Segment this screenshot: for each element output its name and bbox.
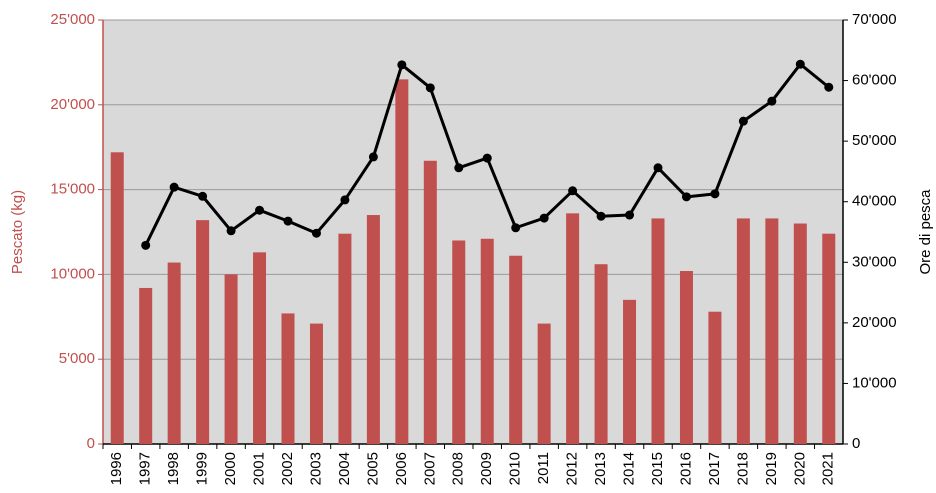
- x-tick-label: 2004: [336, 452, 353, 485]
- y2-tick-label: 0: [852, 435, 860, 452]
- x-tick-label: 2010: [507, 452, 524, 485]
- y2-tick-label: 30'000: [852, 253, 897, 270]
- point: [767, 96, 777, 106]
- bar: [196, 220, 210, 444]
- bar: [480, 238, 494, 444]
- x-tick-label: 2011: [535, 452, 552, 484]
- bar: [395, 79, 409, 445]
- x-tick-label: 1998: [165, 452, 182, 485]
- point: [795, 59, 805, 69]
- x-tick-label: 1997: [137, 452, 154, 485]
- point: [482, 153, 492, 163]
- bar: [452, 240, 466, 444]
- point: [539, 213, 549, 223]
- x-tick-label: 2018: [734, 452, 751, 485]
- bar: [765, 218, 779, 444]
- bar: [679, 271, 693, 444]
- bar: [423, 160, 437, 444]
- x-tick-label: 2008: [450, 452, 467, 485]
- point: [141, 240, 151, 250]
- x-tick-label: 2005: [364, 452, 381, 485]
- x-tick-label: 2014: [621, 452, 638, 485]
- plot-area: [103, 20, 843, 444]
- x-tick-label: 2001: [251, 452, 268, 485]
- bar: [537, 323, 551, 444]
- y2-tick-label: 50'000: [852, 132, 897, 149]
- x-tick-label: 2007: [421, 452, 438, 485]
- bar: [338, 233, 352, 444]
- bar: [566, 213, 580, 444]
- bar: [110, 152, 124, 444]
- x-tick-label: 2000: [222, 452, 239, 485]
- x-tick-label: 1999: [194, 452, 211, 485]
- point: [368, 152, 378, 162]
- bar: [822, 233, 836, 444]
- y-tick-label: 15'000: [50, 181, 95, 198]
- y2-tick-label: 40'000: [852, 193, 897, 210]
- x-tick-label: 2003: [307, 452, 324, 485]
- x-tick-label: 2002: [279, 452, 296, 485]
- x-tick-label: 2016: [677, 452, 694, 485]
- y-tick-label: 5'000: [59, 350, 95, 367]
- y-tick-label: 20'000: [50, 96, 95, 113]
- x-tick-label: 1996: [108, 452, 125, 485]
- point: [255, 205, 265, 215]
- x-tick-label: 2013: [592, 452, 609, 485]
- y-tick-label: 10'000: [50, 265, 95, 282]
- x-tick-label: 2006: [393, 452, 410, 485]
- x-tick-label: 2009: [478, 452, 495, 485]
- point: [596, 211, 606, 221]
- y2-tick-label: 60'000: [852, 72, 897, 89]
- x-tick-label: 2019: [763, 452, 780, 485]
- x-tick-label: 2021: [820, 452, 837, 485]
- point: [511, 223, 521, 233]
- point: [397, 60, 407, 70]
- point: [283, 216, 293, 226]
- y2-tick-label: 10'000: [852, 374, 897, 391]
- bar: [167, 262, 181, 444]
- y-axis-title: Pescato (kg): [9, 190, 26, 274]
- y-tick-label: 0: [87, 435, 95, 452]
- bar: [224, 274, 238, 444]
- point: [653, 163, 663, 173]
- x-tick-label: 2017: [706, 452, 723, 485]
- point: [169, 182, 179, 192]
- x-tick-label: 2012: [564, 452, 581, 485]
- point: [198, 191, 208, 201]
- bar: [793, 223, 807, 444]
- bar: [309, 323, 323, 444]
- y2-tick-label: 20'000: [852, 314, 897, 331]
- y2-axis-title: Ore di pesca: [917, 189, 934, 275]
- bar: [509, 255, 523, 444]
- point: [425, 83, 435, 93]
- bar: [594, 264, 608, 444]
- x-tick-label: 2015: [649, 452, 666, 485]
- y-tick-label: 25'000: [50, 11, 95, 28]
- point: [340, 195, 350, 205]
- bar: [366, 215, 380, 444]
- point: [625, 210, 635, 220]
- point: [738, 116, 748, 126]
- bar: [281, 313, 295, 444]
- point: [568, 186, 578, 196]
- point: [710, 189, 720, 199]
- point: [226, 226, 236, 236]
- bar: [651, 218, 665, 444]
- bar: [253, 252, 267, 444]
- y2-tick-label: 70'000: [852, 11, 897, 28]
- point: [824, 82, 834, 92]
- x-tick-label: 2020: [791, 452, 808, 485]
- point: [681, 192, 691, 202]
- bar: [139, 287, 153, 444]
- bar: [736, 218, 750, 444]
- point: [311, 228, 321, 238]
- point: [454, 163, 464, 173]
- bar: [623, 299, 637, 444]
- bar: [708, 311, 722, 444]
